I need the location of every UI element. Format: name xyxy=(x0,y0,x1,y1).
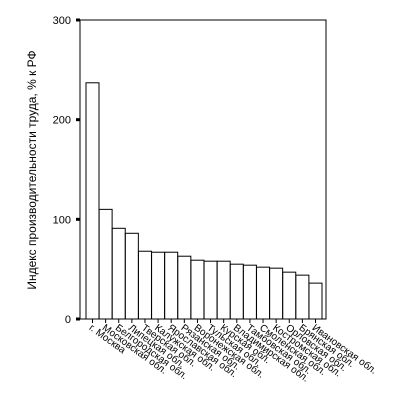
bar xyxy=(308,282,323,320)
y-axis: 0 100 200 300 xyxy=(53,15,80,326)
bar xyxy=(269,267,284,320)
bar xyxy=(282,271,297,320)
bar xyxy=(98,208,113,320)
bar xyxy=(124,232,139,320)
bars xyxy=(85,82,323,320)
bar xyxy=(256,266,271,320)
bar xyxy=(164,251,179,320)
y-axis-title: Индекс производительности труда, % к РФ xyxy=(25,50,39,289)
y-tick-label: 0 xyxy=(65,314,71,326)
bar xyxy=(111,227,126,320)
bar xyxy=(242,264,257,320)
bar xyxy=(190,259,205,320)
bar xyxy=(203,260,218,320)
bar xyxy=(295,274,310,320)
bar xyxy=(137,250,152,320)
bar xyxy=(151,251,166,320)
y-tick-label: 100 xyxy=(53,214,71,226)
bar xyxy=(177,255,192,320)
y-tick-label: 300 xyxy=(53,15,71,27)
bar xyxy=(229,263,244,320)
bar xyxy=(85,82,100,320)
y-tick-label: 200 xyxy=(53,115,71,127)
bar xyxy=(216,260,231,320)
